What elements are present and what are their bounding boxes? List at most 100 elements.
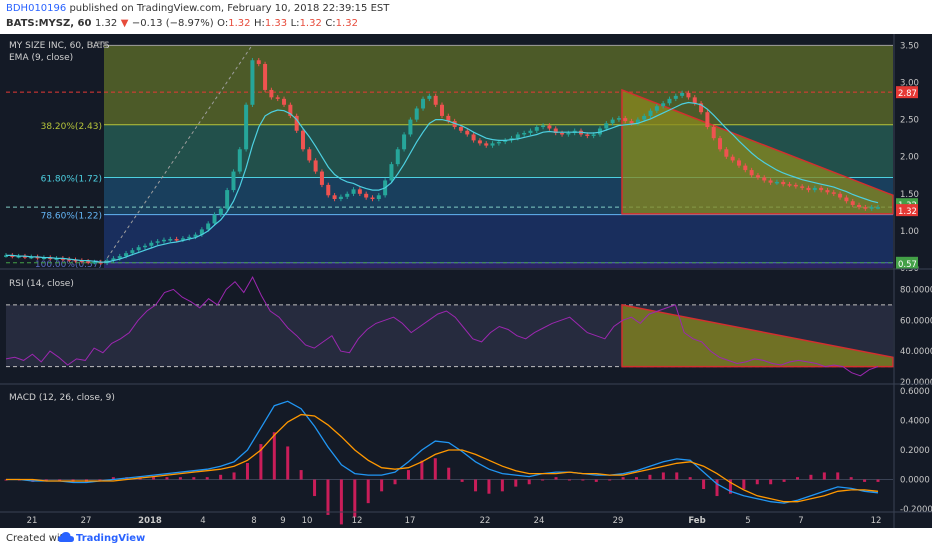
time-tick-label: 27 [81,516,92,526]
price-candle [161,239,166,242]
macd-histogram-bar [326,479,330,515]
price-candle [92,262,97,264]
rsi-line [5,276,879,377]
price-candle [458,127,463,131]
macd-histogram-bar [755,479,759,485]
price-candle [736,160,741,166]
price-candle [60,258,65,260]
price-candle [206,223,211,230]
price-candle [294,115,299,131]
macd-histogram-bar [380,479,384,492]
price-candle [288,104,293,116]
macd-histogram-bar [648,474,652,480]
price-candle [471,134,476,141]
price-candle [503,140,508,142]
price-candle [389,164,394,181]
price-candle [319,171,324,185]
macd-histogram-bar [527,479,531,485]
price-candle [661,103,666,107]
price-candle [250,60,255,105]
price-candle [781,181,786,185]
macd-histogram-bar [406,470,410,480]
price-candle [800,186,805,188]
macd-histogram-bar [849,477,853,480]
price-candle [67,259,72,261]
time-tick-label: 21 [27,516,38,526]
macd-histogram-bar [541,479,545,481]
price-candle [623,118,628,122]
price-candle [806,187,811,191]
price-candle [35,256,40,259]
price-candle [553,128,558,133]
time-axis[interactable]: 21 27 2018 4 8 9 10 12 17 22 24 29 Feb 5 7 12 [0,34,932,528]
price-candle [642,115,647,120]
macd-histogram-bar [219,474,223,480]
price-candle [29,256,34,259]
price-candle [117,256,122,259]
macd-tick-label: 0.4000 [900,416,930,426]
macd-histogram-bar [594,479,598,482]
macd-histogram-bar [554,477,558,480]
price-candle [338,196,343,199]
price-tick-label: 1.50 [900,190,919,200]
time-tick-label: 22 [480,516,491,526]
price-candle [762,177,767,181]
price-candle [591,134,596,136]
low-label: L: [290,18,300,29]
rsi-descending-triangle [621,303,894,368]
price-pane-title: MY SIZE INC, 60, BATS [9,41,110,51]
macd-histogram-bar [299,470,303,480]
symbol-label: BATS:MYSZ, 60 [6,18,92,29]
macd-histogram-bar [769,479,773,485]
username-link[interactable]: BDH010196 [6,3,67,14]
tradingview-brand[interactable]: TradingView [76,533,146,544]
macd-pane[interactable]: MACD (12, 26, close, 9) 0.6000 0.4000 0.200… [4,387,932,525]
price-pane[interactable]: 38.20%(2.43) 61.80%(1.72) 78.60%(1.22) 100.… [0,41,932,274]
macd-histogram-bar [393,479,397,485]
macd-histogram-bar [876,479,880,482]
macd-histogram-bar [313,479,317,497]
price-candle [86,261,91,263]
price-candle [850,201,855,205]
macd-histogram-bar [514,479,518,487]
price-candle [812,187,817,191]
price-candle [718,138,723,150]
chart-area[interactable]: 38.20%(2.43)61.80%(1.72)78.60%(1.22)100.… [0,34,932,528]
macd-histogram-bar [782,479,786,482]
macd-histogram-bar [232,472,236,480]
close-label: C: [325,18,336,29]
price-candle [155,241,160,243]
high-value: 1.33 [264,18,288,29]
footer: Created with TradingView [0,528,932,550]
price-candle [585,134,590,136]
price-candle [263,63,268,90]
price-candle [692,97,697,104]
price-tag-label: 0.57 [898,260,917,270]
rsi-pane[interactable]: RSI (14, close) 80.0000 60.0000 40.0000 20.0… [0,276,932,388]
price-candle [446,115,451,122]
price-candle [414,108,419,120]
fib-label: 61.80%(1.72) [41,174,102,184]
time-tick-label: 17 [405,516,416,526]
macd-histogram-bar [272,432,276,480]
price-candle [22,256,27,258]
price-candle [616,118,621,120]
macd-histogram-bar [460,479,464,482]
macd-tick-label: 0.6000 [900,387,930,397]
price-candle [231,171,236,191]
price-candle [730,156,735,161]
time-tick-label: 5 [745,516,750,526]
macd-histogram-bar [178,477,182,480]
macd-histogram-bar [863,479,867,482]
macd-histogram-bar [353,479,357,518]
price-tick-label: 1.00 [900,227,919,237]
down-arrow-icon: ▼ [120,18,129,29]
price-candle [408,119,413,135]
price-candle [269,89,274,98]
rsi-tick-label: 40.0000 [900,347,932,357]
macd-histogram-bar [474,479,478,492]
price-candle [237,149,242,172]
price-candle [326,184,331,196]
price-candle [332,195,337,199]
price-candle [749,170,754,176]
